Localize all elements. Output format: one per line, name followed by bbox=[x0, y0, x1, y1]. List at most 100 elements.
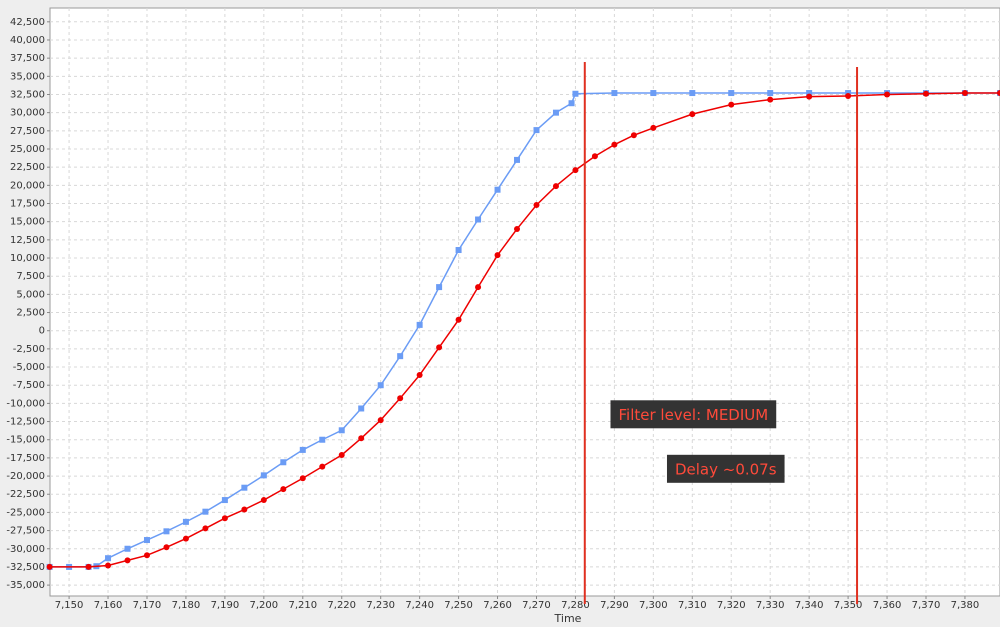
point bbox=[85, 563, 92, 570]
point bbox=[143, 552, 150, 559]
x-tick-label: 7,260 bbox=[483, 600, 512, 611]
point bbox=[377, 382, 384, 389]
point bbox=[650, 90, 657, 97]
point bbox=[475, 284, 482, 291]
x-tick-label: 7,150 bbox=[55, 600, 84, 611]
y-tick-label: -10,000 bbox=[6, 398, 45, 409]
point bbox=[884, 91, 891, 98]
point bbox=[533, 201, 540, 208]
x-tick-label: 7,180 bbox=[172, 600, 201, 611]
y-tick-label: -35,000 bbox=[6, 580, 45, 591]
y-tick-label: 32,500 bbox=[10, 89, 45, 100]
annotation: Delay ~0.07s bbox=[675, 460, 777, 478]
y-tick-label: -22,500 bbox=[6, 489, 45, 500]
point bbox=[416, 321, 423, 328]
point bbox=[533, 127, 540, 134]
point bbox=[182, 535, 189, 542]
point bbox=[182, 518, 189, 525]
y-tick-label: 37,500 bbox=[10, 53, 45, 64]
point bbox=[689, 90, 696, 97]
x-tick-label: 7,220 bbox=[327, 600, 356, 611]
point bbox=[997, 90, 1000, 97]
y-tick-label: -7,500 bbox=[13, 380, 45, 391]
y-tick-label: 7,500 bbox=[16, 271, 45, 282]
x-tick-label: 7,230 bbox=[366, 600, 395, 611]
point bbox=[163, 544, 170, 551]
y-tick-label: -17,500 bbox=[6, 453, 45, 464]
point bbox=[591, 153, 598, 160]
point bbox=[806, 93, 813, 100]
y-tick-label: 0 bbox=[39, 326, 45, 337]
y-tick-label: -5,000 bbox=[13, 362, 45, 373]
y-tick-label: 5,000 bbox=[16, 289, 45, 300]
point bbox=[358, 405, 365, 412]
point bbox=[221, 497, 228, 504]
series-line bbox=[49, 92, 1000, 568]
point bbox=[568, 100, 575, 107]
point bbox=[572, 90, 579, 97]
point bbox=[494, 252, 501, 259]
point bbox=[319, 463, 326, 470]
x-tick-label: 7,350 bbox=[834, 600, 863, 611]
y-tick-label: 12,500 bbox=[10, 235, 45, 246]
x-tick-label: 7,320 bbox=[717, 600, 746, 611]
point bbox=[767, 90, 774, 97]
y-tick-label: 25,000 bbox=[10, 144, 45, 155]
y-tick-label: -12,500 bbox=[6, 417, 45, 428]
point bbox=[143, 537, 150, 544]
point bbox=[552, 109, 559, 116]
x-tick-label: 7,250 bbox=[444, 600, 473, 611]
point bbox=[961, 90, 968, 97]
y-tick-label: -25,000 bbox=[6, 507, 45, 518]
point bbox=[221, 515, 228, 522]
point bbox=[202, 508, 209, 515]
x-tick-label: 7,310 bbox=[678, 600, 707, 611]
y-tick-label: 35,000 bbox=[10, 71, 45, 82]
point bbox=[611, 90, 618, 97]
annotation-box bbox=[666, 454, 785, 483]
x-tick-label: 7,330 bbox=[756, 600, 785, 611]
x-tick-label: 7,340 bbox=[795, 600, 824, 611]
x-tick-label: 7,200 bbox=[250, 600, 279, 611]
point bbox=[241, 506, 248, 513]
point bbox=[260, 497, 267, 504]
point bbox=[416, 372, 423, 379]
point bbox=[650, 124, 657, 131]
point bbox=[280, 486, 287, 493]
point bbox=[689, 111, 696, 118]
point bbox=[455, 316, 462, 323]
y-tick-label: 2,500 bbox=[16, 308, 45, 319]
plot-area bbox=[49, 7, 1000, 597]
point bbox=[630, 132, 637, 139]
y-tick-label: 40,000 bbox=[10, 35, 45, 46]
point bbox=[299, 475, 306, 482]
point bbox=[494, 186, 501, 193]
y-tick-label: 22,500 bbox=[10, 162, 45, 173]
point bbox=[260, 472, 267, 479]
point bbox=[436, 284, 443, 291]
point bbox=[845, 92, 852, 99]
point bbox=[124, 557, 131, 564]
point bbox=[475, 216, 482, 223]
point bbox=[455, 247, 462, 254]
y-tick-label: -30,000 bbox=[6, 544, 45, 555]
x-tick-label: 7,290 bbox=[600, 600, 629, 611]
annotation: Filter level: MEDIUM bbox=[618, 406, 768, 424]
point bbox=[319, 436, 326, 443]
x-tick-label: 7,190 bbox=[211, 600, 240, 611]
point bbox=[202, 525, 209, 532]
x-tick-label: 7,160 bbox=[94, 600, 123, 611]
point bbox=[552, 183, 559, 190]
point bbox=[124, 545, 131, 552]
y-tick-label: 17,500 bbox=[10, 199, 45, 210]
y-tick-label: 10,000 bbox=[10, 253, 45, 264]
point bbox=[299, 446, 306, 453]
point bbox=[767, 96, 774, 103]
point bbox=[338, 427, 345, 434]
point bbox=[241, 484, 248, 491]
point bbox=[611, 141, 618, 148]
point bbox=[46, 563, 53, 570]
annotation-box bbox=[610, 400, 777, 429]
point bbox=[377, 417, 384, 424]
y-tick-label: -27,500 bbox=[6, 526, 45, 537]
